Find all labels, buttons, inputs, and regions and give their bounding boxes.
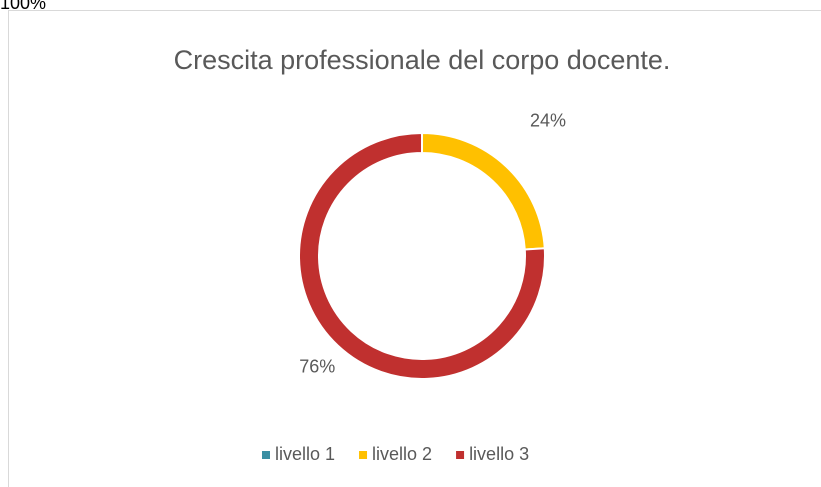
legend-label: livello 2	[372, 444, 432, 464]
legend-marker	[456, 451, 465, 459]
annotation: 100%	[0, 0, 46, 13]
legend-label: livello 3	[469, 444, 529, 464]
legend-marker	[262, 451, 270, 459]
chart-title: Crescita professionale del corpo docente…	[174, 45, 671, 75]
donut-slice	[298, 131, 546, 380]
data-label: 76%	[299, 356, 335, 376]
data-label: 24%	[530, 111, 566, 131]
legend-label: livello 1	[275, 444, 335, 464]
chart-frame	[8, 10, 821, 487]
legend-marker	[359, 451, 368, 459]
